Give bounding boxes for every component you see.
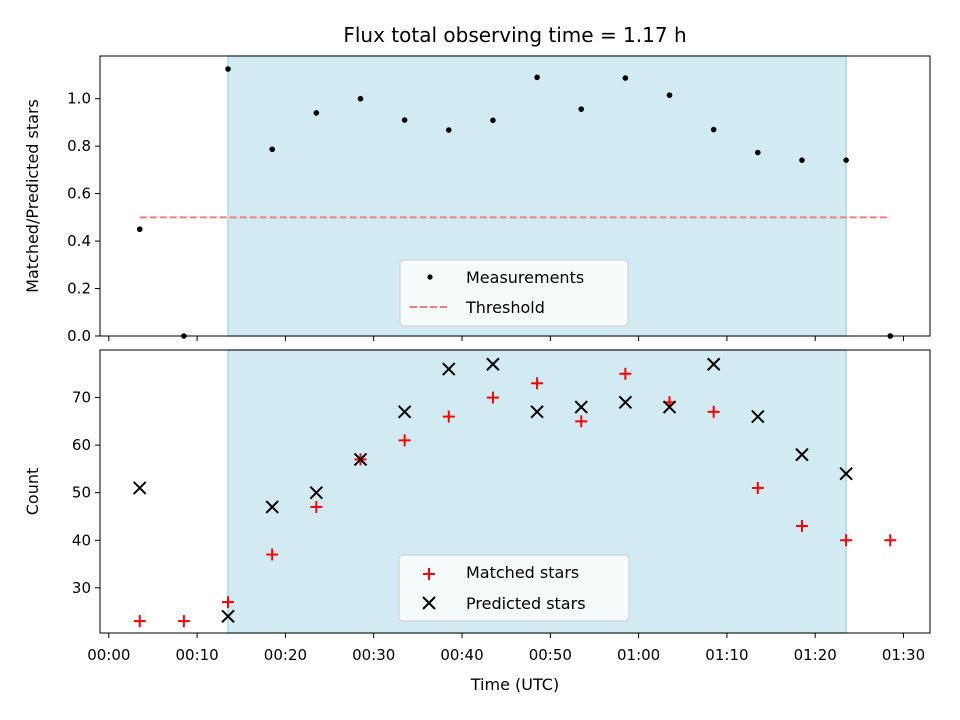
- top-ytick-label: 0.0: [67, 327, 91, 345]
- matched-star-point: [751, 481, 764, 494]
- matched-star-point: [442, 410, 455, 423]
- predicted-star-point: [309, 485, 324, 500]
- measurement-point: [843, 157, 849, 163]
- matched-star-point: [398, 434, 411, 447]
- matched-star-point: [575, 415, 588, 428]
- bot-ytick-label: 30: [72, 579, 91, 597]
- matched-star-point: [133, 615, 146, 628]
- bot-xtick-label: 00:50: [529, 646, 572, 664]
- bot-ytick-label: 40: [72, 531, 91, 549]
- measurement-point: [755, 149, 761, 156]
- measurement-point: [578, 106, 585, 112]
- top-ytick-label: 0.4: [67, 232, 91, 250]
- top-legend-box: [399, 259, 629, 327]
- top-ytick-label: 0.6: [67, 185, 91, 203]
- legend-threshold-label: Threshold: [465, 298, 545, 317]
- top-axes-frame: [99, 55, 931, 337]
- predicted-star-point: [574, 400, 588, 414]
- predicted-star-point: [706, 357, 721, 371]
- matched-star-point: [619, 367, 632, 380]
- bot-xtick-label: 01:20: [794, 646, 837, 664]
- top-panel: 0.0 0.2 0.4 0.6 0.8 1.0 Matched/Predicted sta…: [23, 55, 931, 345]
- bot-xtick-label: 00:00: [87, 646, 130, 664]
- matched-star-point: [222, 596, 235, 609]
- predicted-star-point: [353, 452, 368, 467]
- bot-xtick-label: 00:10: [176, 646, 219, 664]
- measurement-point: [401, 117, 408, 123]
- predicted-star-point: [221, 609, 235, 624]
- measurement-point: [445, 127, 452, 133]
- bot-xtick-label: 01:10: [705, 646, 748, 664]
- predicted-star-point: [618, 395, 633, 410]
- predicted-star-point: [486, 357, 500, 371]
- chart-title: Flux total observing time = 1.17 h: [343, 23, 686, 47]
- measurement-point: [490, 117, 496, 124]
- top-ytick-label: 0.2: [67, 280, 91, 298]
- predicted-star-point: [662, 400, 677, 414]
- legend-matched-marker: [423, 568, 435, 580]
- matched-star-point: [884, 534, 897, 547]
- matched-star-point: [531, 377, 544, 390]
- legend-predicted-label: Predicted stars: [466, 594, 586, 613]
- matched-star-point: [486, 391, 499, 404]
- bottom-axes-frame: [99, 349, 931, 634]
- bottom-legend: Matched stars Predicted stars: [398, 554, 630, 622]
- bot-xtick-label: 01:00: [617, 646, 660, 664]
- legend-predicted-marker: [422, 596, 436, 610]
- measurement-point: [313, 110, 320, 116]
- measurement-point: [666, 92, 673, 98]
- measurement-point: [225, 66, 231, 72]
- predicted-star-point: [133, 481, 147, 495]
- bottom-panel: 30 40 50 60 70 00:00 00:10 00:20 00:30 00:40 00:5…: [23, 349, 931, 694]
- top-ytick-label: 0.8: [67, 137, 91, 155]
- measurement-point: [136, 226, 143, 233]
- top-legend: Measurements Threshold: [399, 259, 629, 327]
- predicted-star-point: [265, 500, 279, 514]
- legend-measurements-marker: [427, 274, 433, 280]
- top-ylabel: Matched/Predicted stars: [23, 99, 42, 293]
- matched-star-point: [795, 519, 808, 532]
- bot-ytick-label: 60: [72, 436, 91, 454]
- measurement-point: [269, 146, 275, 153]
- matched-star-point: [707, 405, 720, 418]
- measurement-point: [710, 126, 717, 133]
- measurement-point: [622, 75, 629, 81]
- predicted-star-point: [397, 405, 412, 419]
- bot-ytick-label: 50: [72, 484, 91, 502]
- legend-measurements-label: Measurements: [466, 268, 584, 287]
- matched-star-point: [840, 534, 853, 547]
- bottom-ylabel: Count: [23, 468, 42, 516]
- predicted-star-point: [530, 405, 544, 419]
- bottom-xlabel: Time (UTC): [470, 675, 559, 694]
- measurement-point: [534, 74, 540, 81]
- predicted-star-point: [751, 409, 765, 424]
- bot-xtick-label: 01:30: [882, 646, 925, 664]
- measurement-point: [357, 95, 364, 102]
- top-ytick-label: 1.0: [67, 90, 91, 108]
- bottom-legend-box: [398, 554, 630, 622]
- matched-star-point: [177, 615, 190, 628]
- predicted-star-point: [795, 447, 809, 462]
- predicted-star-point: [839, 466, 853, 481]
- legend-matched-label: Matched stars: [466, 563, 579, 582]
- bot-xtick-label: 00:40: [440, 646, 483, 664]
- matched-star-point: [266, 548, 279, 561]
- measurement-point: [799, 157, 805, 163]
- predicted-star-point: [442, 362, 456, 376]
- bot-xtick-label: 00:20: [264, 646, 307, 664]
- bot-xtick-label: 00:30: [352, 646, 395, 664]
- bot-ytick-label: 70: [72, 389, 91, 407]
- matched-star-point: [310, 500, 323, 513]
